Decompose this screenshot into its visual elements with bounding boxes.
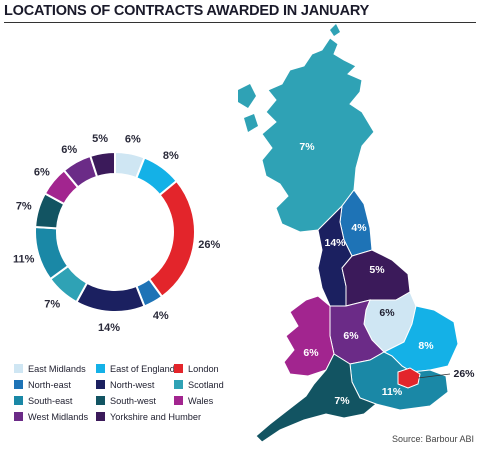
legend-label: West Midlands bbox=[28, 411, 89, 422]
donut-label-south-east: 11% bbox=[13, 254, 35, 266]
legend-label: South-east bbox=[28, 395, 73, 406]
donut-slice-london bbox=[147, 179, 196, 299]
legend-item-south-west: South-west bbox=[96, 394, 156, 407]
map-label-south-west: 7% bbox=[334, 395, 350, 407]
legend-swatch bbox=[174, 364, 183, 373]
legend-swatch bbox=[14, 380, 23, 389]
map-label-yorkshire-and-humber: 5% bbox=[369, 264, 385, 276]
donut-label-south-west: 7% bbox=[16, 200, 32, 212]
donut-slice-yorkshire-and-humber bbox=[89, 150, 116, 179]
map-label-north-east: 4% bbox=[351, 222, 367, 234]
legend-item-yorkshire-and-humber: Yorkshire and Humber bbox=[96, 410, 201, 423]
legend-item-north-east: North-east bbox=[14, 378, 71, 391]
donut-slice-north-west bbox=[75, 281, 146, 313]
legend-label: North-east bbox=[28, 379, 71, 390]
legend-swatch bbox=[96, 364, 105, 373]
legend-label: East of England bbox=[110, 363, 175, 374]
legend-swatch bbox=[96, 396, 105, 405]
title-rule bbox=[4, 22, 476, 23]
donut-label-west-midlands: 6% bbox=[61, 144, 77, 156]
legend-label: London bbox=[188, 363, 219, 374]
legend-label: Yorkshire and Humber bbox=[110, 411, 202, 422]
legend-swatch bbox=[96, 380, 105, 389]
map-label-south-east: 11% bbox=[382, 386, 403, 398]
chart-title: LOCATIONS OF CONTRACTS AWARDED IN JANUAR… bbox=[4, 3, 370, 19]
map-region-london bbox=[397, 367, 421, 389]
map-island-2 bbox=[244, 114, 258, 132]
legend-item-north-west: North-west bbox=[96, 378, 154, 391]
legend-item-scotland: Scotland bbox=[174, 378, 224, 391]
map-label-wales: 6% bbox=[303, 347, 319, 359]
source-note: Source: Barbour ABI bbox=[391, 434, 474, 444]
legend-label: Wales bbox=[188, 395, 214, 406]
legend-item-wales: Wales bbox=[174, 394, 213, 407]
map-region-scotland bbox=[261, 37, 375, 233]
legend-item-west-midlands: West Midlands bbox=[14, 410, 88, 423]
map-island-3 bbox=[330, 24, 340, 36]
donut-label-london: 26% bbox=[198, 239, 220, 251]
map-island-1 bbox=[238, 84, 256, 108]
legend-item-london: London bbox=[174, 362, 219, 375]
map-label-north-west: 14% bbox=[324, 237, 346, 249]
legend-item-east-midlands: East Midlands bbox=[14, 362, 86, 375]
map-label-scotland: 7% bbox=[299, 141, 315, 153]
donut-label-scotland: 7% bbox=[44, 298, 60, 310]
legend-item-south-east: South-east bbox=[14, 394, 72, 407]
legend-label: North-west bbox=[110, 379, 155, 390]
donut-label-north-east: 4% bbox=[153, 310, 169, 322]
legend-swatch bbox=[14, 412, 23, 421]
legend-label: Scotland bbox=[188, 379, 224, 390]
donut-label-east-of-england: 8% bbox=[163, 150, 179, 162]
donut-label-east-midlands: 6% bbox=[125, 134, 141, 146]
donut-label-yorkshire-and-humber: 5% bbox=[92, 133, 108, 145]
legend-swatch bbox=[14, 396, 23, 405]
legend-swatch bbox=[14, 364, 23, 373]
map-label-west-midlands: 6% bbox=[343, 330, 359, 342]
legend-label: South-west bbox=[110, 395, 156, 406]
london-leader-line bbox=[417, 373, 451, 379]
donut-label-north-west: 14% bbox=[98, 322, 120, 334]
map-label-east-of-england: 8% bbox=[418, 340, 434, 352]
donut-label-wales: 6% bbox=[34, 166, 50, 178]
legend-swatch bbox=[96, 412, 105, 421]
legend-item-east-of-england: East of England bbox=[96, 362, 175, 375]
legend-swatch bbox=[174, 396, 183, 405]
map-label-east-midlands: 6% bbox=[379, 307, 395, 319]
legend-swatch bbox=[174, 380, 183, 389]
map-label-london: 26% bbox=[453, 368, 475, 380]
map-region-south-west bbox=[255, 353, 377, 443]
legend-label: East Midlands bbox=[28, 363, 86, 374]
